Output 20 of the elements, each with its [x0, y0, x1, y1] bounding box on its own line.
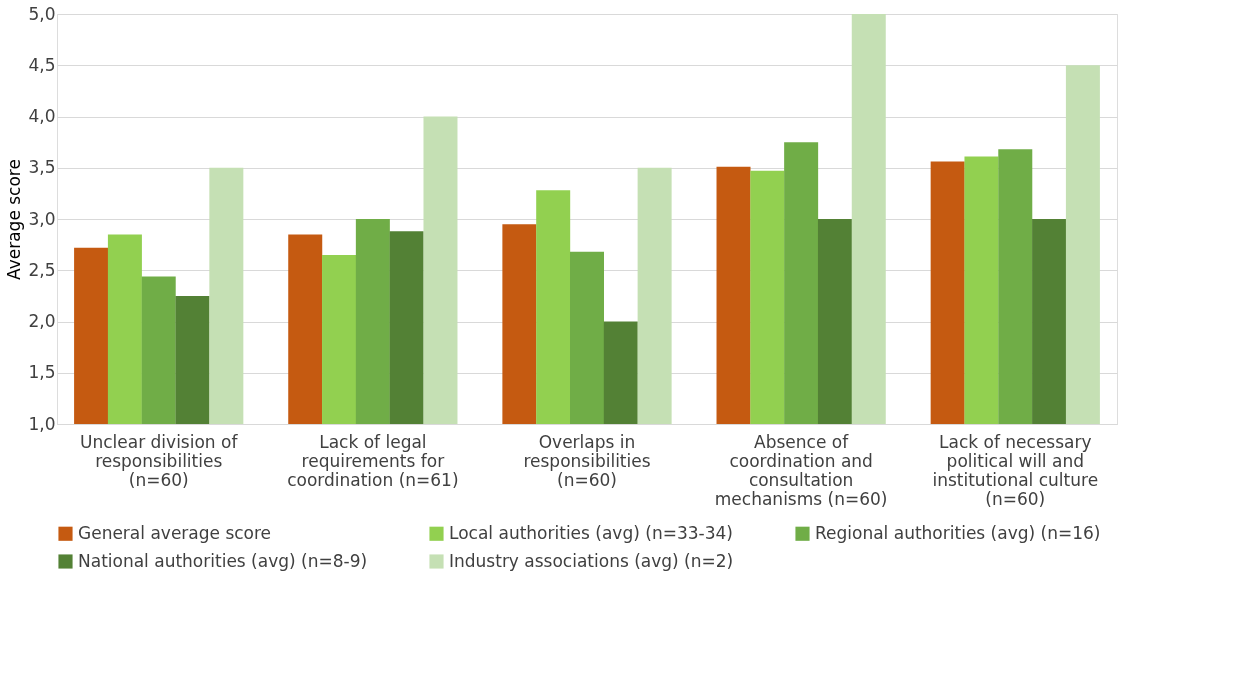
y-tick-label: 4,0	[28, 106, 56, 126]
y-tick-label: 1,5	[28, 362, 56, 383]
x-tick-label: Absence of coordination and consultation mechanisms (n=60)	[714, 431, 888, 509]
y-tick-label: 2,5	[28, 259, 56, 280]
legend-label: General average score	[78, 522, 272, 543]
y-tick-label: 3,5	[28, 157, 56, 178]
legend-label: Regional authorities (avg) (n=16)	[815, 522, 1101, 543]
x-tick-label: Unclear division of responsibilities (n=60)	[80, 431, 239, 490]
legend-label: Industry associations (avg) (n=2)	[449, 550, 734, 571]
y-tick-label: 2,0	[28, 311, 56, 331]
y-tick-label: 3,0	[28, 208, 56, 229]
y-tick-label: 4,5	[28, 54, 56, 75]
y-axis-title: Average score	[4, 159, 25, 280]
y-tick-label: 5,0	[28, 3, 56, 24]
legend-label: National authorities (avg) (n=8-9)	[78, 550, 368, 571]
x-tick-label: Lack of legal requirements for coordination (n=61)	[287, 431, 459, 490]
legend-label: Local authorities (avg) (n=33-34)	[449, 522, 733, 543]
x-tick-label: Overlaps in responsibilities (n=60)	[523, 431, 651, 490]
y-tick-label: 1,0	[28, 413, 56, 434]
x-tick-label: Lack of necessary political will and institutional culture (n=60)	[932, 431, 1099, 509]
